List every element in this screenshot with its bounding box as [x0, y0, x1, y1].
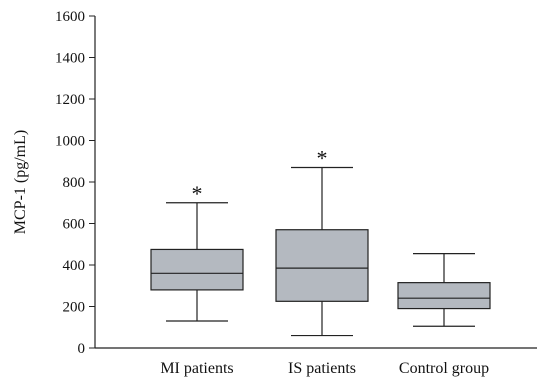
iqr-box: [275, 229, 369, 302]
y-tick-label: 800: [63, 175, 86, 191]
x-category-label: MI patients: [160, 360, 233, 377]
y-axis-title: MCP-1 (pg/mL): [12, 130, 29, 234]
significance-marker: *: [317, 145, 328, 170]
iqr-box: [150, 248, 244, 291]
y-tick-label: 400: [63, 258, 86, 274]
significance-marker: *: [192, 181, 203, 206]
y-tick-label: 1400: [55, 51, 85, 67]
x-axis-labels: MI patients IS patients Control group: [160, 360, 489, 377]
y-tick-label: 600: [63, 217, 86, 233]
x-category-label: Control group: [399, 360, 489, 377]
y-tick-label: 0: [78, 341, 86, 357]
boxes: **: [150, 145, 491, 337]
box-group: *: [150, 181, 244, 322]
box-group: *: [275, 145, 369, 337]
y-tick-label: 1200: [55, 92, 85, 108]
y-tick-label: 1600: [55, 9, 85, 25]
box-group: [397, 252, 491, 327]
y-tick-label: 1000: [55, 134, 85, 150]
y-axis-ticks: 0 200 400 600 800 1000 1200 1400 1600: [55, 9, 95, 357]
iqr-box: [397, 282, 491, 310]
x-category-label: IS patients: [288, 360, 356, 377]
y-tick-label: 200: [63, 300, 86, 316]
